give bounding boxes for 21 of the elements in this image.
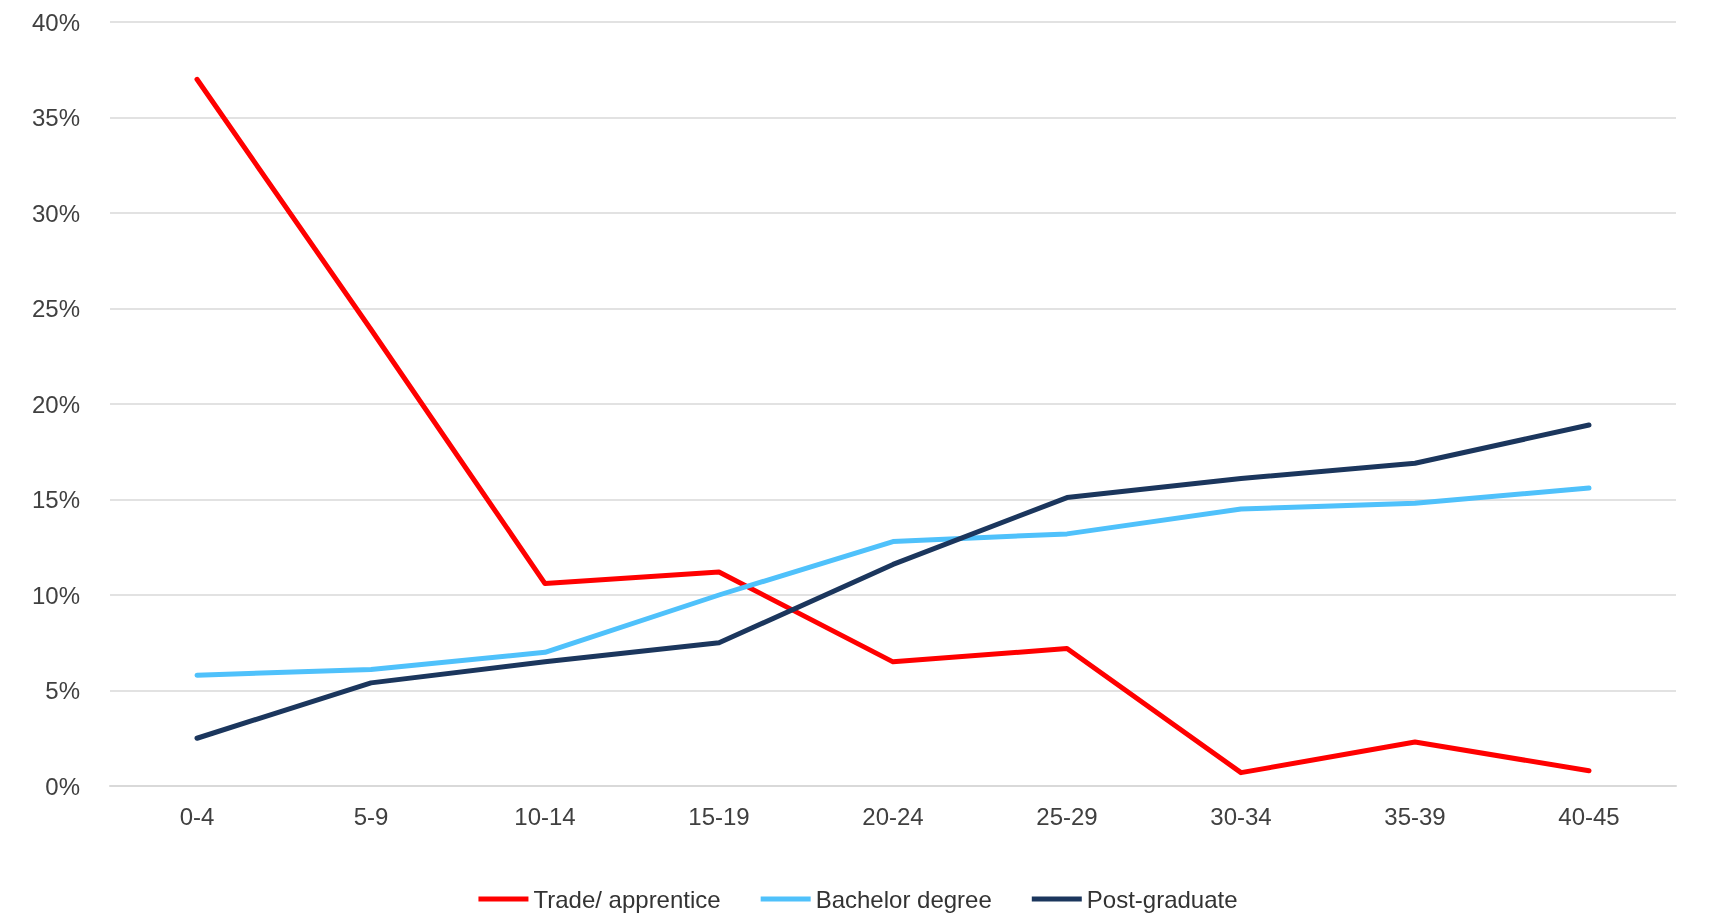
x-tick-label: 35-39	[1384, 802, 1446, 830]
x-tick-label: 10-14	[514, 802, 576, 830]
legend-label: Bachelor degree	[815, 885, 992, 913]
y-tick-label: 20%	[31, 390, 80, 418]
x-tick-label: 40-45	[1558, 802, 1620, 830]
y-tick-label: 25%	[31, 295, 80, 322]
x-tick-label: 20-24	[862, 802, 924, 830]
y-tick-label: 30%	[31, 199, 80, 227]
x-tick-label: 30-34	[1210, 802, 1272, 830]
legend-label: Post-graduate	[1086, 885, 1238, 913]
y-tick-label: 5%	[45, 677, 80, 704]
y-tick-label: 0%	[45, 772, 80, 800]
x-tick-label: 5-9	[353, 802, 389, 830]
x-tick-label: 0-4	[179, 802, 215, 830]
x-tick-label: 25-29	[1036, 802, 1098, 830]
x-tick-label: 15-19	[688, 802, 750, 830]
y-tick-label: 15%	[31, 486, 80, 513]
y-tick-label: 10%	[31, 581, 80, 609]
legend-label: Trade/ apprentice	[533, 885, 721, 913]
y-tick-label: 35%	[31, 104, 80, 131]
y-tick-label: 40%	[31, 8, 80, 36]
